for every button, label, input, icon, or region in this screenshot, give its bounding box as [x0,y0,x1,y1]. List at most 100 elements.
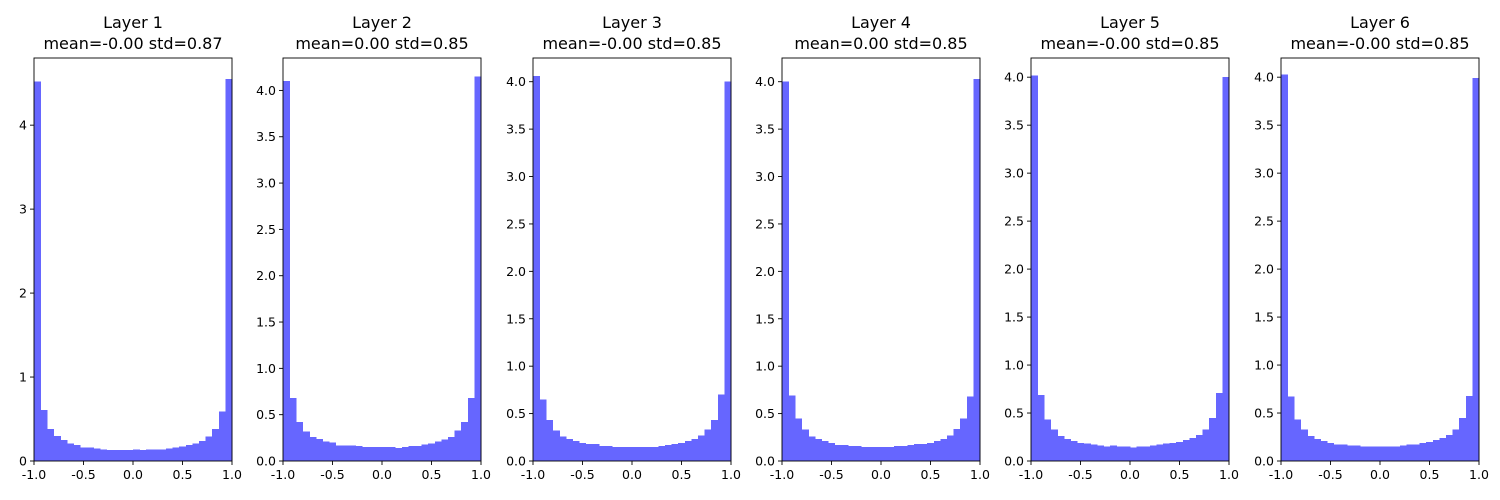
x-tick-label: 0.0 [622,467,642,482]
histogram-bar [1281,74,1288,461]
histogram-bar [1123,446,1131,461]
histogram-bar [1083,443,1091,461]
histogram-panel-6: -1.0 -0.5 0.0 0.5 1.0 0.0 0.5 1.0 1.5 2.0 2.5 3.0 3.… [1254,13,1489,482]
plot-area [34,58,232,461]
histogram-bar [1044,419,1052,461]
histogram-bar [1353,445,1361,461]
x-tick-label: 0.5 [173,467,193,482]
plot-area [1031,58,1229,461]
histogram-bar [172,447,180,461]
y-tick-label: 2.0 [256,268,276,283]
histogram-bar [283,81,290,461]
histogram-bar [1439,437,1447,461]
histogram-bar [815,439,822,461]
histogram-bar [40,409,48,461]
histogram-bar [559,436,567,461]
panel-title: Layer 5 [1100,13,1160,32]
histogram-bar [605,445,613,461]
histogram-bar [651,446,659,461]
histogram-bar [474,76,482,461]
histogram-bar [907,444,915,461]
y-tick-label: 2.5 [1004,214,1024,229]
x-tick-label: 0.0 [372,467,392,482]
histogram-bar [953,428,961,461]
histogram-bar [1136,446,1144,461]
x-tick-label: 1.0 [970,467,990,482]
y-tick-label: 0.0 [1254,454,1274,469]
histogram-bar [1393,446,1401,461]
histogram-bar [1196,435,1203,461]
y-tick-label: 2 [19,286,27,301]
histogram-bar [684,441,692,461]
histogram-bar [146,449,154,461]
x-tick-label: 0.0 [1120,467,1140,482]
histogram-bar [1057,436,1065,461]
histogram-bar [1307,436,1315,461]
histogram-bar [848,445,855,461]
histogram-panel-4: -1.0 -0.5 0.0 0.5 1.0 0.0 0.5 1.0 1.5 2.0 2.5 3.0 3.… [755,13,990,482]
histogram-bar [1202,429,1210,461]
x-tick-label: 1.0 [1219,467,1239,482]
histogram-bar [1459,417,1467,461]
histogram-bar [874,446,882,461]
x-tick-label: 1.0 [471,467,491,482]
histogram-bar [73,445,81,461]
histogram-bar [1294,419,1302,461]
histogram-bar [665,444,672,461]
panel-title: Layer 6 [1350,13,1410,32]
y-tick-label: 3 [19,202,27,217]
histogram-bar [1169,442,1177,461]
histogram-bar [1327,442,1335,461]
histogram-bar [966,396,974,461]
y-tick-label: 4.0 [1004,70,1024,85]
y-tick-label: 2.0 [1254,262,1274,277]
y-tick-label: 2.0 [1004,262,1024,277]
panel-title: Layer 1 [103,13,163,32]
histogram-bar [717,394,725,461]
panel-title: Layer 4 [851,13,911,32]
histogram-bar [1077,442,1085,461]
y-tick-label: 3.5 [506,122,526,137]
histogram-bar [47,429,55,461]
histogram-bar [1182,439,1190,461]
histogram-bar [834,444,842,461]
histogram-bar [599,445,606,461]
histogram-bar [1215,392,1223,461]
histogram-bar [782,81,789,462]
histogram-bar [1380,446,1387,461]
histogram-bar [218,411,226,461]
histogram-bar [309,436,317,461]
histogram-bar [612,446,620,461]
histogram-bar [362,447,370,461]
x-tick-label: 0.5 [921,467,941,482]
histogram-bar [933,441,941,461]
histogram-bar [1163,443,1170,461]
histogram-bar [1406,444,1414,461]
histogram-bar [808,436,816,461]
histogram-bar [113,450,121,461]
x-tick-label: 1.0 [721,467,741,482]
histogram-bar [1320,440,1328,461]
histogram-bar [887,446,895,461]
histogram-bar [1070,440,1078,461]
histogram-bar [861,446,869,461]
histogram-bar [1465,395,1473,461]
histogram-bar [1130,447,1137,461]
y-tick-label: 2.5 [506,216,526,231]
histogram-bar [212,429,220,461]
y-tick-label: 4.0 [256,83,276,98]
y-tick-label: 2.5 [755,216,775,231]
histogram-bar [821,441,829,461]
y-tick-label: 3.5 [1254,118,1274,133]
x-tick-label: -0.5 [570,467,594,482]
histogram-bar [914,443,921,461]
histogram-bar [1116,446,1124,461]
histogram-bar [1097,445,1104,461]
y-tick-label: 2.5 [256,222,276,237]
histogram-bar [671,443,679,461]
histogram-bar [867,446,875,461]
histogram-panel-5: -1.0 -0.5 0.0 0.5 1.0 0.0 0.5 1.0 1.5 2.0 2.5 3.0 3.… [1004,13,1239,482]
y-tick-label: 1.0 [755,359,775,374]
histogram-bar [795,418,803,461]
